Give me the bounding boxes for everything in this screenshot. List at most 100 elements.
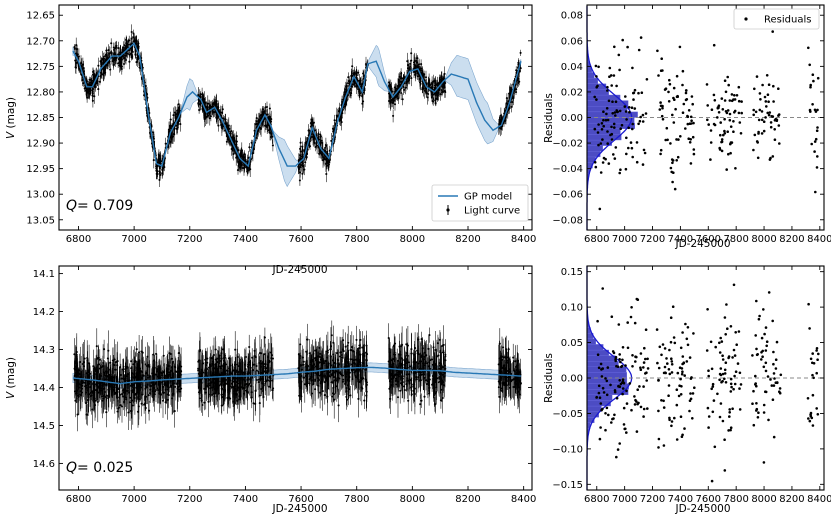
top-right-xtick-label: 8000 [751, 234, 776, 245]
data-point [112, 363, 115, 366]
data-point [105, 411, 108, 414]
residual-point [609, 74, 613, 77]
data-point [116, 410, 119, 413]
residual-point [765, 74, 769, 77]
data-point [510, 105, 513, 108]
data-point [517, 81, 520, 84]
data-point [124, 375, 127, 378]
residual-point [675, 159, 678, 162]
data-point [442, 85, 445, 88]
data-point [136, 56, 139, 59]
data-point [169, 140, 172, 143]
data-point [246, 160, 249, 163]
residual-point [610, 138, 614, 141]
data-point [393, 103, 397, 106]
data-point [122, 389, 125, 392]
top-right-ytick-label: 0.00 [561, 113, 583, 124]
residual-point [720, 140, 724, 143]
residual-point [615, 84, 618, 88]
data-point [161, 167, 164, 170]
data-point [101, 58, 104, 61]
data-point [86, 83, 89, 86]
residual-point [681, 111, 685, 114]
data-point [499, 127, 502, 130]
residual-point [814, 137, 818, 141]
residual-point [768, 158, 772, 161]
top-left-xtick-label: 7200 [177, 234, 202, 245]
residual-point [618, 68, 621, 72]
residual-point [614, 146, 618, 149]
data-point [255, 136, 258, 139]
data-point [359, 79, 362, 82]
data-point [162, 371, 165, 374]
data-point [95, 370, 98, 373]
residual-point [733, 98, 737, 101]
data-point [253, 129, 256, 132]
data-point [227, 138, 230, 141]
residual-point [639, 36, 643, 39]
top-right-ytick-label: 0.02 [561, 87, 583, 98]
data-point [114, 47, 117, 50]
data-point [269, 120, 273, 123]
data-point [339, 117, 342, 120]
data-point [519, 51, 522, 54]
residual-point [667, 100, 671, 103]
data-point [264, 106, 267, 109]
residual-point [678, 45, 682, 49]
residual-point [610, 132, 614, 136]
data-point [421, 88, 424, 91]
top-right-xtick-label: 7800 [723, 234, 748, 245]
data-point [131, 404, 134, 407]
residual-point [729, 125, 733, 128]
data-point [102, 67, 105, 70]
data-point [356, 79, 360, 83]
data-point [436, 93, 439, 96]
data-point [97, 356, 100, 359]
residual-point [610, 84, 613, 87]
residual-point [735, 94, 739, 97]
residual-point [617, 53, 621, 57]
data-point [146, 355, 149, 358]
residual-point [725, 168, 728, 171]
data-point [426, 96, 429, 99]
histogram-bar [586, 128, 621, 135]
data-point [76, 413, 79, 416]
residual-point [717, 104, 721, 107]
residual-point [772, 84, 775, 88]
top-right-ytick-label: −0.08 [552, 215, 583, 226]
data-point [347, 93, 350, 97]
data-point [99, 75, 102, 78]
residual-point [723, 129, 726, 133]
data-point [148, 365, 151, 368]
residual-point [737, 85, 741, 89]
residual-point [660, 57, 663, 60]
residual-point [756, 156, 760, 160]
data-point [444, 91, 447, 94]
data-point [298, 179, 301, 182]
data-point [116, 378, 119, 381]
residual-point [691, 135, 695, 139]
residual-point [758, 92, 762, 95]
residual-point [813, 150, 816, 153]
residual-point [720, 138, 724, 141]
data-point [74, 368, 77, 371]
data-point [309, 125, 313, 128]
top-left-ytick-label: 12.85 [26, 113, 55, 124]
data-point [347, 82, 350, 85]
data-point [161, 399, 165, 402]
residual-point [769, 125, 773, 129]
data-point [125, 38, 128, 41]
data-point [208, 106, 211, 109]
data-point [247, 156, 250, 159]
data-point [99, 377, 102, 380]
data-point [98, 381, 101, 385]
residual-point [719, 133, 722, 137]
data-point [350, 85, 353, 88]
residual-point [709, 158, 712, 161]
residual-point [712, 43, 716, 47]
data-point [317, 135, 320, 139]
residual-point [740, 111, 743, 115]
data-point [89, 89, 92, 92]
data-point [134, 360, 137, 363]
residual-point [728, 112, 732, 116]
